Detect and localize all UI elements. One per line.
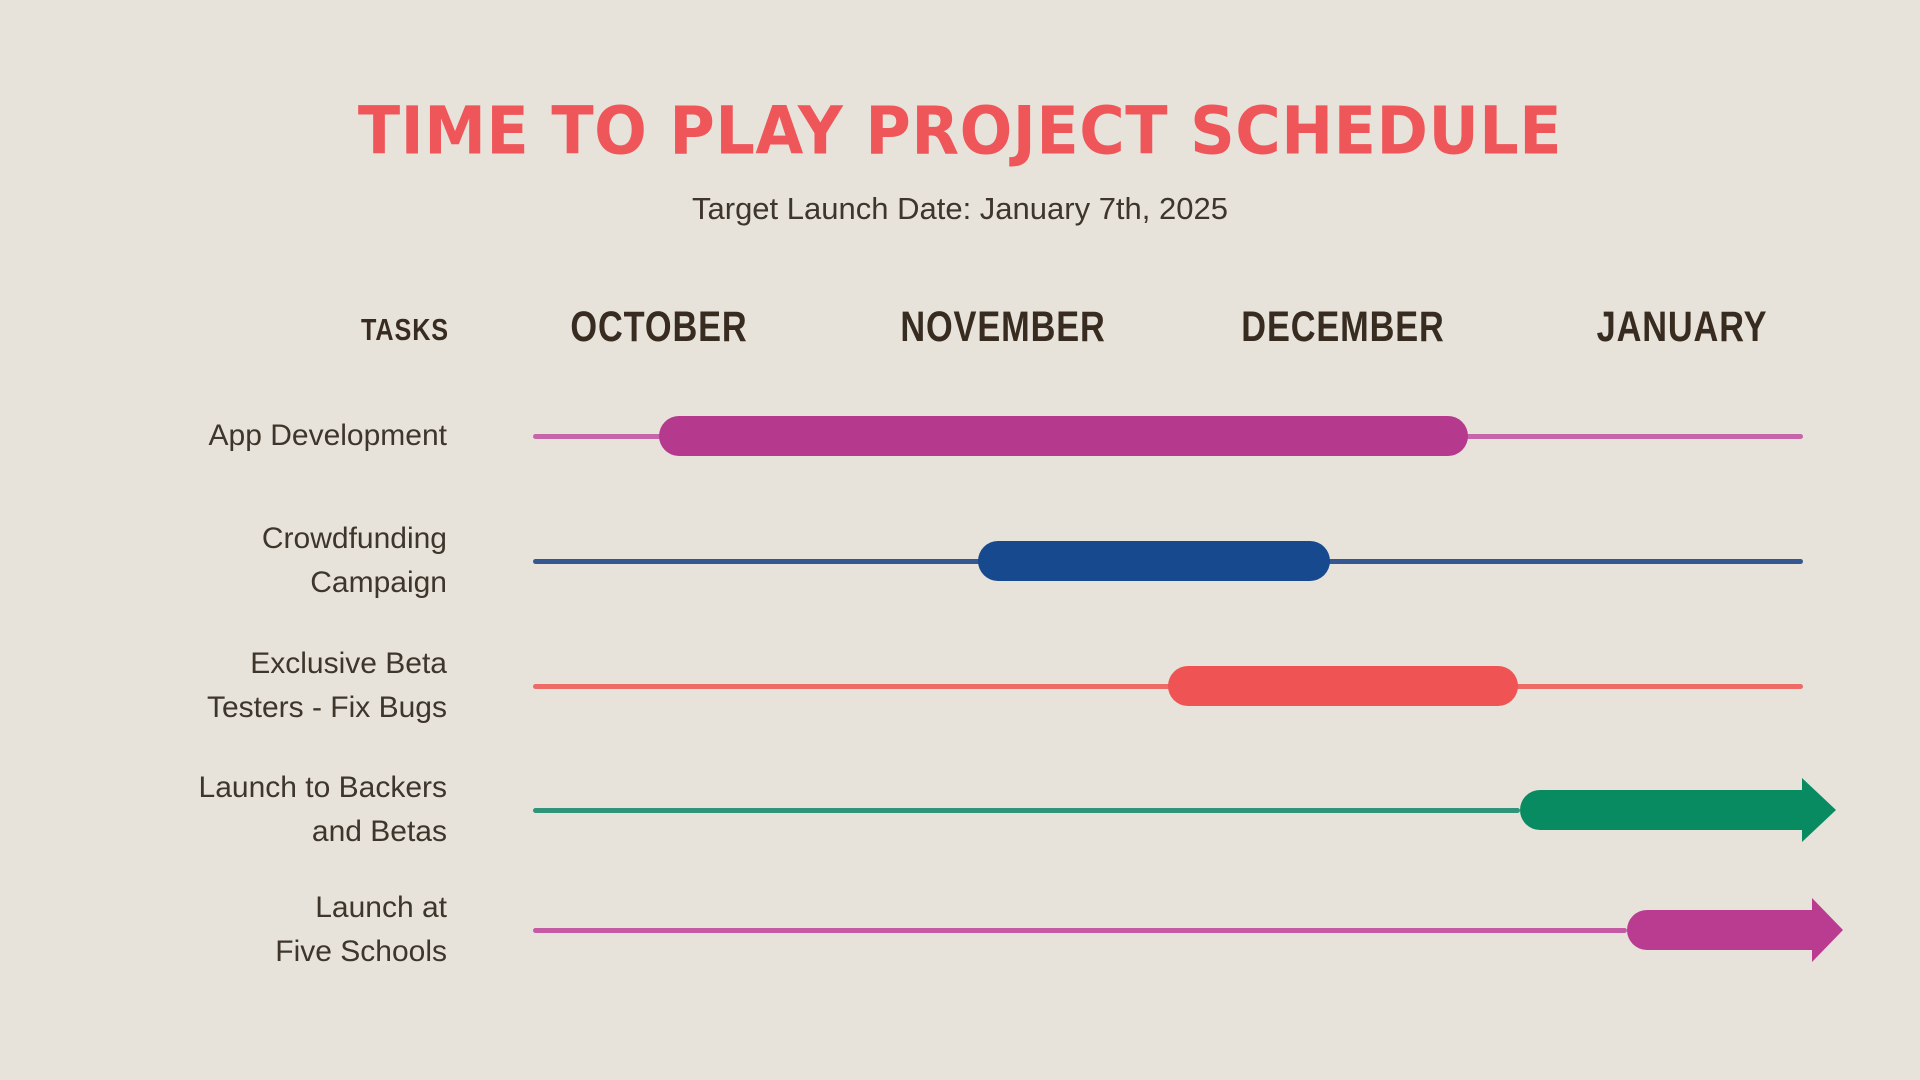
task-track-line xyxy=(533,928,1627,933)
task-label: Launch to Backers and Betas xyxy=(199,766,447,854)
month-header: NOVEMBER xyxy=(900,303,1106,352)
task-bar xyxy=(1168,666,1518,706)
task-bar xyxy=(978,541,1330,581)
task-label-line: Five Schools xyxy=(275,935,447,968)
arrow-head-icon xyxy=(1812,898,1843,962)
task-label-line: Launch at xyxy=(315,891,447,924)
month-header: OCTOBER xyxy=(570,303,748,352)
month-header: JANUARY xyxy=(1596,303,1768,352)
task-bar xyxy=(1627,910,1812,950)
task-label-line: and Betas xyxy=(311,815,447,848)
column-header-tasks: TASKS xyxy=(360,312,450,347)
page-title: TIME TO PLAY PROJECT SCHEDULE xyxy=(357,91,1563,170)
task-label-line: Launch to Backers xyxy=(198,771,447,804)
task-label: Launch at Five Schools xyxy=(275,886,447,974)
task-label: App Development xyxy=(209,414,447,458)
month-header: DECEMBER xyxy=(1241,303,1445,352)
task-label: Crowdfunding Campaign xyxy=(262,517,447,605)
task-label-line: App Development xyxy=(208,419,447,452)
task-label-line: Exclusive Beta xyxy=(250,647,447,680)
task-bar xyxy=(1520,790,1802,830)
task-label-line: Campaign xyxy=(310,566,447,599)
task-bar xyxy=(659,416,1468,456)
arrow-head-icon xyxy=(1802,778,1836,842)
task-label-line: Testers - Fix Bugs xyxy=(206,691,447,724)
page-subtitle: Target Launch Date: January 7th, 2025 xyxy=(692,191,1228,226)
task-track-line xyxy=(533,808,1520,813)
task-label: Exclusive Beta Testers - Fix Bugs xyxy=(207,642,447,730)
task-label-line: Crowdfunding xyxy=(261,522,447,555)
